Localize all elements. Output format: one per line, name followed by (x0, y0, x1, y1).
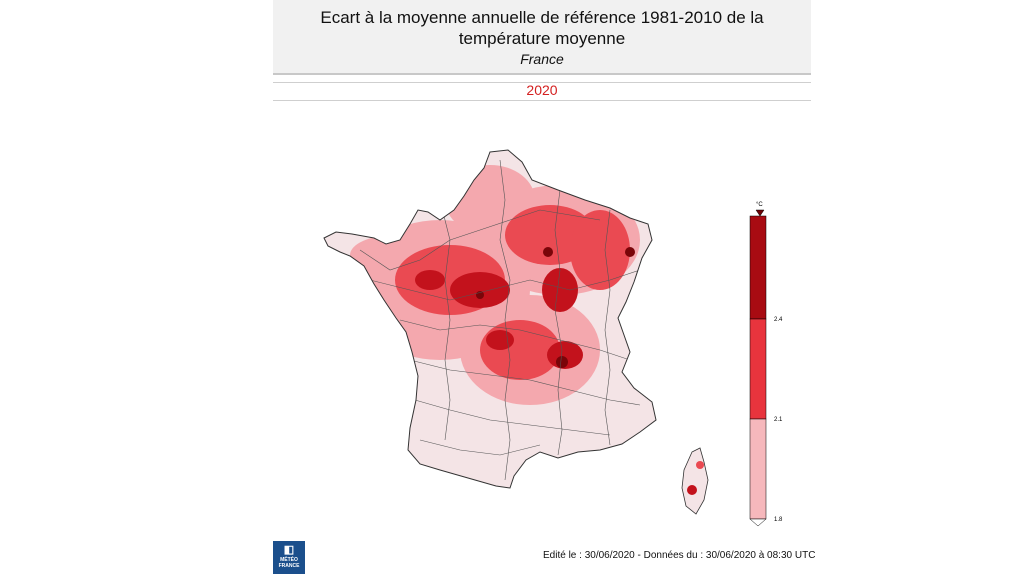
logo-text-line2: FRANCE (278, 563, 300, 569)
corsica-anomaly (687, 485, 697, 495)
year-label: 2020 (526, 82, 558, 98)
color-legend: °C 2.4 2.1 1.8 (749, 202, 783, 527)
anomaly-shading (350, 165, 640, 405)
meteo-france-emblem-icon: ◧ (283, 544, 295, 556)
legend-tick: 1.8 (774, 517, 783, 523)
department-border (604, 209, 611, 446)
legend-band-high (749, 215, 767, 320)
corsica-land (681, 447, 709, 515)
map-title: Ecart à la moyenne annuelle de référence… (320, 8, 764, 48)
legend-band-mid (749, 318, 767, 420)
edition-footer: Edité le : 30/06/2020 - Données du : 30/… (543, 550, 816, 561)
anomaly-zone (556, 356, 568, 368)
map-subtitle: France (520, 51, 564, 67)
anomaly-zone (543, 247, 553, 257)
department-border (414, 399, 611, 436)
department-border (399, 319, 631, 361)
legend-tick: 2.4 (774, 317, 783, 323)
divider-bottom (273, 100, 811, 101)
department-border (499, 159, 511, 481)
department-border (409, 359, 641, 406)
department-border (439, 199, 451, 441)
divider-top (273, 82, 811, 83)
anomaly-zone (480, 320, 560, 380)
legend-top-arrow (755, 209, 765, 217)
legend-bottom-arrow (749, 518, 767, 527)
corsica-anomaly (696, 461, 704, 469)
anomaly-zone (625, 247, 635, 257)
anomaly-zone (486, 330, 514, 350)
department-border (419, 439, 541, 456)
legend-tick: 2.1 (774, 417, 783, 423)
department-border (554, 189, 563, 456)
logo-text-line1: MÉTÉO (280, 557, 298, 563)
department-border (359, 209, 601, 271)
department-borders (359, 159, 641, 481)
meteo-france-logo: ◧ MÉTÉO FRANCE (273, 541, 305, 574)
department-border (369, 269, 641, 301)
anomaly-zone (570, 210, 630, 290)
legend-unit: °C (756, 202, 763, 208)
chart-header: Ecart à la moyenne annuelle de référence… (273, 0, 811, 75)
anomaly-zone (450, 272, 510, 308)
anomaly-zone (542, 268, 578, 312)
anomaly-zone (415, 270, 445, 290)
france-temperature-map (323, 149, 709, 515)
legend-band-low (749, 418, 767, 520)
